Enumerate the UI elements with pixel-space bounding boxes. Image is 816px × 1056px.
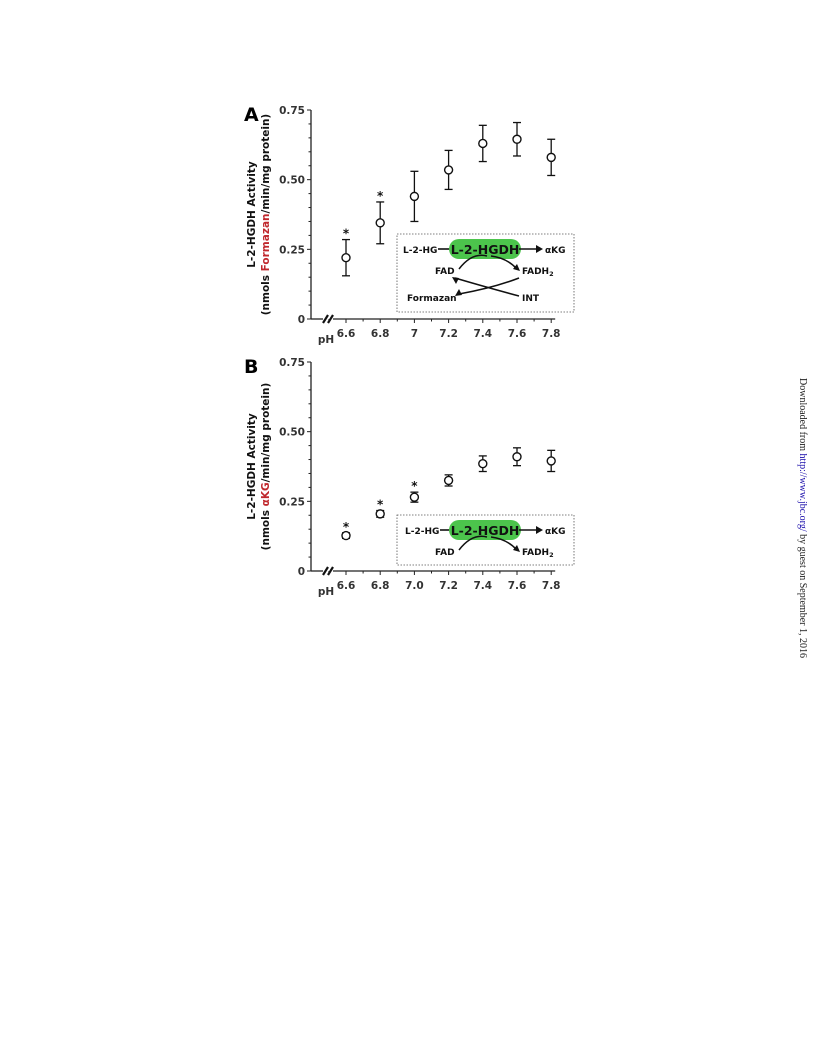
data-point	[341, 530, 351, 541]
x-tick-label: 7.0	[405, 580, 424, 592]
product-label: αKG	[545, 527, 566, 537]
y-tick-label: 0.25	[279, 244, 305, 256]
y-axis-title-units: (nmols Formazan/min/mg protein)	[260, 114, 272, 316]
data-point	[478, 459, 488, 469]
data-point	[546, 456, 556, 466]
download-note-suffix: by guest on September 1, 2016	[797, 531, 808, 658]
y-axis-units-part: /min/mg protein)	[260, 114, 272, 214]
x-tick-label: 6.6	[337, 328, 356, 340]
int-label: INT	[522, 294, 540, 304]
y-axis-units-part: (nmols	[260, 271, 272, 315]
y-tick-label: 0.50	[279, 427, 305, 439]
fadh2-label: FADH2	[522, 267, 554, 278]
y-axis-title: L-2-HGDH Activity	[246, 413, 258, 520]
y-axis-title-units: (nmols αKG/min/mg protein)	[260, 383, 272, 551]
chart-panel-a: A 0 0.25 0.50 0.75 6.6 6.8 7 7.2 7.4 7.6 7.8 pH L-2-H…	[244, 104, 575, 346]
enzyme-pill	[449, 239, 521, 259]
substrate-label: L-2-HG	[405, 527, 439, 537]
data-point	[443, 475, 454, 486]
x-tick-label: 6.8	[371, 328, 390, 340]
significance-star: *	[377, 189, 384, 203]
axis-break-mark	[322, 566, 329, 576]
fadh2-subscript: 2	[549, 270, 554, 278]
panel-letter: B	[244, 356, 258, 378]
y-tick-label: 0	[298, 566, 305, 578]
x-tick-label: 6.6	[337, 580, 356, 592]
formazan-label: Formazan	[407, 294, 457, 304]
y-tick-label: 0.25	[279, 496, 305, 508]
panel-letter: A	[244, 104, 259, 126]
redox-arrow	[458, 277, 520, 295]
data-point	[512, 452, 522, 462]
data-point	[341, 252, 351, 263]
y-tick-label: 0.75	[279, 105, 305, 117]
download-note-prefix: Downloaded from	[797, 378, 808, 454]
axis-break-mark	[327, 314, 334, 324]
enzyme-label: L-2-HGDH	[451, 523, 520, 538]
significance-star: *	[411, 479, 418, 493]
fadh2-base: FADH	[522, 267, 549, 277]
fadh2-label: FADH2	[522, 548, 554, 559]
y-axis-units-highlight: αKG	[260, 482, 272, 506]
enzyme-label: L-2-HGDH	[451, 242, 520, 257]
cofactor-arrow	[458, 254, 488, 270]
data-point	[409, 492, 420, 502]
significance-star: *	[343, 520, 350, 534]
data-point	[375, 218, 385, 228]
y-axis-units-highlight: Formazan	[260, 213, 272, 271]
reaction-scheme: L-2-HG L-2-HGDH αKG FAD FADH2	[396, 514, 575, 566]
x-tick-label: 7.8	[542, 328, 561, 340]
y-tick-label: 0.75	[279, 357, 305, 369]
arrowhead	[536, 526, 543, 534]
fadh2-subscript: 2	[549, 551, 554, 559]
x-tick-label: 7.6	[508, 580, 527, 592]
x-tick-label: 7.8	[542, 580, 561, 592]
substrate-label: L-2-HG	[403, 246, 437, 256]
y-tick-label: 0.50	[279, 175, 305, 187]
redox-arrow	[454, 277, 520, 297]
arrowhead	[455, 289, 462, 296]
arrowhead	[513, 545, 520, 552]
arrowhead	[536, 245, 543, 253]
y-axis-units-part: /min/mg protein)	[260, 383, 272, 483]
chart-panel-b: B 0 0.25 0.50 0.75 6.6 6.8 7.0 7.2 7.4 7.6 7.8 pH L-2…	[244, 356, 575, 598]
arrowhead	[452, 277, 459, 284]
y-tick-label: 0	[298, 314, 305, 326]
fadh2-base: FADH	[522, 548, 549, 558]
data-point	[546, 152, 556, 163]
x-tick-label: 6.8	[371, 580, 390, 592]
enzyme-pill	[449, 520, 521, 540]
data-point	[409, 191, 420, 202]
y-axis-units-part: (nmols	[260, 506, 272, 550]
data-point	[443, 165, 454, 175]
x-tick-label: 7.4	[473, 328, 492, 340]
download-note: Downloaded from http://www.jbc.org/ by g…	[792, 378, 812, 678]
download-note-text: Downloaded from http://www.jbc.org/ by g…	[797, 378, 808, 678]
data-point	[512, 134, 522, 144]
x-tick-label: 7.2	[439, 328, 458, 340]
data-point	[478, 138, 488, 149]
reaction-scheme: L-2-HG L-2-HGDH αKG FAD FADH2 Formazan INT	[396, 233, 575, 313]
y-axis-title: L-2-HGDH Activity	[246, 161, 258, 268]
x-tick-label: 7.4	[473, 580, 492, 592]
axis-break-mark	[322, 314, 329, 324]
jbc-link[interactable]: http://www.jbc.org/	[797, 453, 808, 532]
axis-break-mark	[327, 566, 334, 576]
cofactor-arrow	[458, 535, 488, 551]
product-label: αKG	[545, 246, 566, 256]
x-tick-label: 7.2	[439, 580, 458, 592]
arrowhead	[513, 264, 520, 271]
data-point	[375, 509, 385, 519]
x-axis-label: pH	[318, 334, 334, 346]
fad-label: FAD	[435, 548, 455, 558]
x-axis-label: pH	[318, 586, 334, 598]
x-tick-label: 7	[411, 328, 418, 340]
fad-label: FAD	[435, 267, 455, 277]
significance-star: *	[377, 498, 384, 512]
significance-star: *	[343, 227, 350, 241]
x-tick-label: 7.6	[508, 328, 527, 340]
